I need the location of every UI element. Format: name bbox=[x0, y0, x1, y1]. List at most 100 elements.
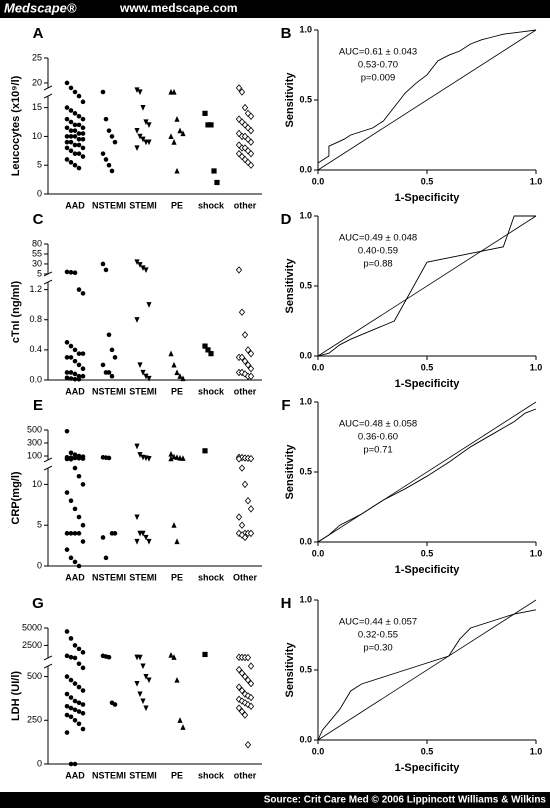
point bbox=[76, 646, 82, 652]
point bbox=[64, 429, 70, 434]
point bbox=[244, 496, 252, 505]
x-tick-label: NSTEMI bbox=[92, 386, 126, 396]
point bbox=[76, 93, 82, 99]
point bbox=[247, 454, 255, 463]
point bbox=[106, 370, 112, 375]
x-tick-label: 1.0 bbox=[530, 548, 543, 558]
roc-curve bbox=[317, 29, 537, 170]
point bbox=[80, 131, 86, 136]
point bbox=[76, 661, 82, 667]
point bbox=[180, 724, 186, 730]
point bbox=[68, 160, 74, 165]
point bbox=[146, 302, 152, 308]
point bbox=[168, 350, 174, 357]
point bbox=[103, 116, 109, 122]
point bbox=[64, 490, 70, 495]
point bbox=[64, 375, 70, 381]
y-tick-label: 1.0 bbox=[299, 396, 312, 406]
point bbox=[247, 662, 255, 670]
point bbox=[64, 80, 70, 86]
y-tick-label: 300 bbox=[27, 437, 42, 447]
point bbox=[112, 139, 118, 145]
point bbox=[76, 700, 82, 706]
point bbox=[68, 654, 74, 660]
point bbox=[238, 669, 246, 677]
point bbox=[109, 134, 115, 139]
point bbox=[103, 157, 109, 162]
point bbox=[76, 142, 82, 148]
x-tick-label: shock bbox=[198, 770, 225, 780]
x-tick-label: 0.5 bbox=[421, 176, 434, 186]
point bbox=[76, 287, 82, 292]
y-tick-label: 0.4 bbox=[29, 344, 42, 354]
point bbox=[103, 555, 109, 561]
point bbox=[247, 112, 255, 120]
panel-letter: D bbox=[281, 211, 292, 228]
point bbox=[68, 677, 74, 683]
point bbox=[76, 131, 82, 136]
x-tick-label: PE bbox=[171, 200, 183, 210]
point bbox=[72, 655, 78, 661]
header-bar bbox=[0, 0, 550, 18]
point bbox=[140, 105, 146, 111]
point bbox=[112, 355, 118, 360]
point bbox=[72, 643, 78, 648]
roc-curve bbox=[317, 609, 537, 741]
point bbox=[76, 721, 82, 727]
roc-curve bbox=[317, 408, 537, 543]
point bbox=[64, 105, 70, 110]
panel-letter: E bbox=[33, 397, 43, 414]
point bbox=[208, 122, 214, 128]
x-axis-label: 1-Specificity bbox=[395, 762, 461, 774]
point bbox=[64, 730, 70, 735]
point bbox=[238, 368, 246, 377]
point bbox=[168, 455, 174, 462]
x-tick-label: 0.5 bbox=[421, 746, 434, 756]
x-tick-label: shock bbox=[198, 572, 225, 582]
point bbox=[202, 343, 208, 349]
point bbox=[244, 346, 252, 354]
x-tick-label: other bbox=[234, 386, 257, 396]
x-tick-label: AAD bbox=[65, 200, 85, 210]
point bbox=[68, 139, 74, 145]
y-tick-label: 2500 bbox=[22, 640, 42, 650]
point bbox=[247, 126, 255, 135]
point bbox=[247, 149, 255, 158]
point bbox=[80, 650, 86, 655]
x-axis-label: 1-Specificity bbox=[395, 192, 461, 204]
y-tick-label: 250 bbox=[27, 715, 42, 725]
y-tick-label: 0 bbox=[37, 758, 42, 768]
annotation: AUC=0.49 ± 0.048 bbox=[339, 233, 417, 244]
point bbox=[80, 99, 86, 105]
point bbox=[100, 151, 106, 156]
point bbox=[146, 139, 152, 146]
point bbox=[143, 267, 149, 274]
point bbox=[244, 653, 252, 662]
point bbox=[146, 456, 152, 462]
point bbox=[112, 702, 118, 707]
axis-break bbox=[43, 663, 53, 669]
point bbox=[247, 505, 255, 513]
y-tick-label: 20 bbox=[32, 77, 42, 87]
y-tick-label: 80 bbox=[32, 238, 42, 248]
y-tick-label: 1.0 bbox=[299, 24, 312, 34]
point bbox=[247, 364, 255, 373]
point bbox=[174, 116, 180, 122]
point bbox=[244, 676, 252, 684]
axis-break bbox=[43, 279, 53, 285]
point bbox=[143, 119, 149, 126]
point bbox=[106, 654, 112, 660]
point bbox=[80, 351, 86, 356]
point bbox=[72, 376, 78, 382]
point bbox=[80, 116, 86, 122]
point bbox=[247, 529, 255, 538]
point bbox=[238, 686, 246, 695]
panel-letter: F bbox=[281, 397, 290, 414]
x-tick-label: 0.0 bbox=[312, 362, 325, 372]
point bbox=[168, 652, 174, 658]
point bbox=[80, 726, 86, 732]
point bbox=[103, 267, 109, 273]
x-tick-label: 0.0 bbox=[312, 176, 325, 186]
point bbox=[76, 531, 82, 536]
